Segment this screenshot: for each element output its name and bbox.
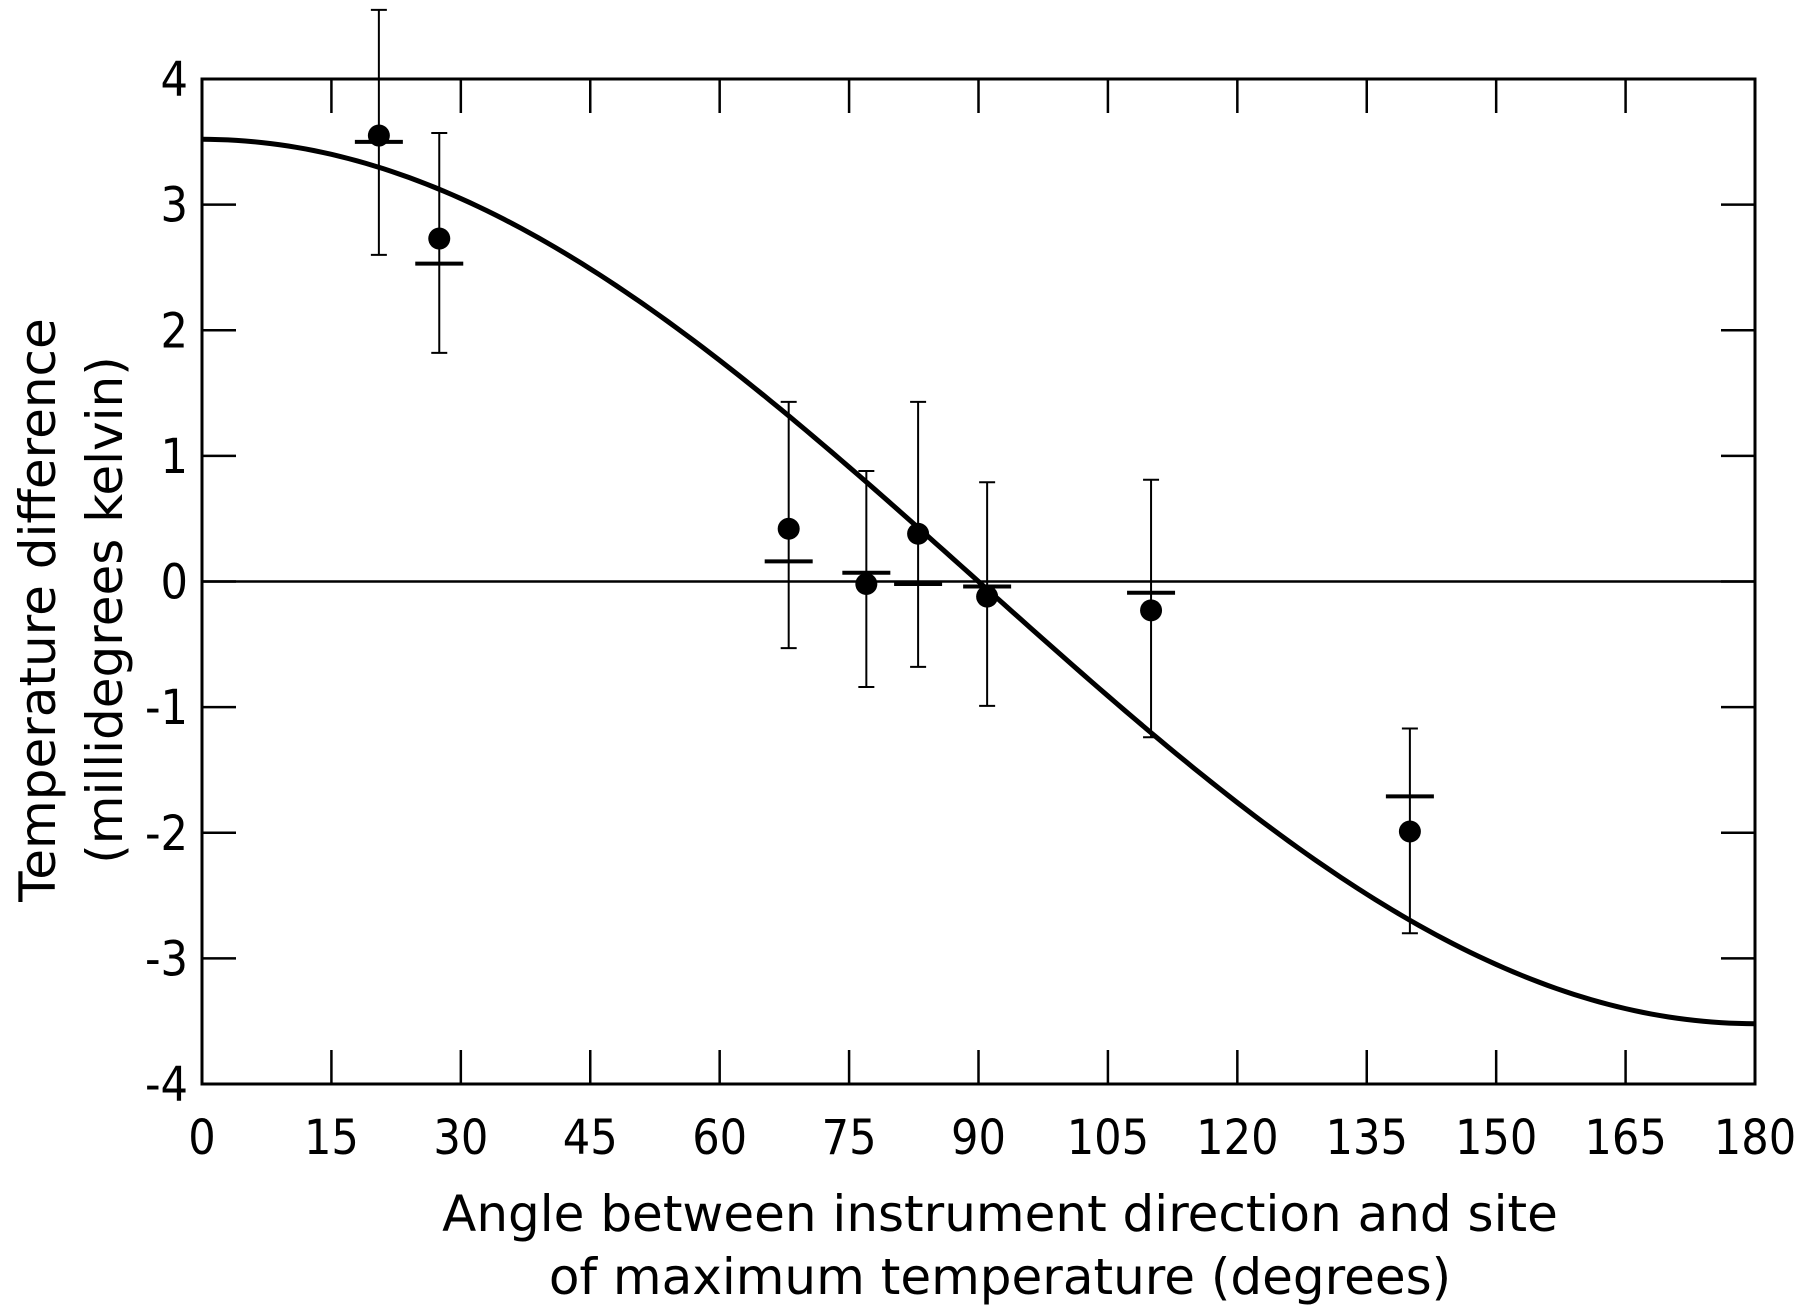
cosine-curve-layer [201,136,1756,1027]
x-tick-label: 135 [1326,1110,1408,1166]
data-point-group [894,400,943,668]
y-axis-title-line-1: Temperature difference [9,318,67,903]
data-point-group [764,400,813,650]
y-tick-label: -3 [145,931,188,987]
x-tick-label: 120 [1196,1110,1278,1166]
y-tick-label: -2 [145,806,188,862]
y-tick-label: 4 [161,52,188,108]
data-points-layer [354,8,1434,935]
plot-frame-layer [200,77,1757,1086]
y-tick-label: 2 [161,303,188,359]
x-tick-label: 90 [951,1110,1006,1166]
y-tick-label: -1 [145,680,188,736]
y-axis-title-line-2: (millidegrees kelvin) [76,356,134,863]
y-tick-label: 3 [161,178,188,234]
x-axis-title-line-1: Angle between instrument direction and s… [442,1185,1558,1243]
x-tick-label: 60 [692,1110,747,1166]
x-axis-title-line-2: of maximum temperature (degrees) [549,1248,1451,1306]
data-point-group [415,132,464,354]
data-point [1398,820,1421,843]
cosine-curve [201,136,1756,1027]
data-point [428,227,451,250]
data-point-group [1127,478,1176,739]
data-point [976,585,999,608]
data-point [367,124,390,147]
data-point [1140,599,1163,622]
x-tick-label: 150 [1455,1110,1537,1166]
data-point [907,522,930,545]
data-point [777,517,800,540]
data-point [855,573,878,596]
data-point-group [354,8,403,256]
data-point-group [963,481,1012,707]
x-tick-label: 75 [822,1110,877,1166]
tick-labels-layer: 0 15 30 45 60 75 90 105 120 135 150 165 180 4 3 2 1 0 -1 -2… [145,52,1795,1166]
x-tick-label: 30 [433,1110,488,1166]
x-tick-label: 0 [188,1110,215,1166]
data-point-group [842,469,891,689]
y-tick-label: -4 [145,1057,188,1113]
x-tick-label: 180 [1714,1110,1795,1166]
x-tick-label: 105 [1067,1110,1149,1166]
y-tick-label: 0 [161,555,188,611]
x-tick-label: 165 [1584,1110,1666,1166]
x-tick-label: 45 [563,1110,618,1166]
y-tick-label: 1 [161,429,188,485]
x-tick-label: 15 [304,1110,359,1166]
data-point-group [1385,727,1434,935]
